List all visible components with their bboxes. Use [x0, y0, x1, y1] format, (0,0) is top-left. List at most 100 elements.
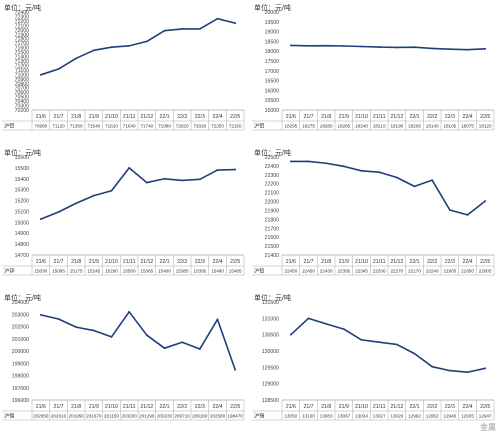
- data-point: [484, 47, 487, 50]
- data-point: [413, 352, 416, 355]
- data-value-label: 15095: [52, 269, 65, 274]
- x-tick-label: 21/12: [140, 404, 153, 410]
- y-tick-label: 15000: [15, 220, 30, 226]
- y-tick-label: 70500: [15, 95, 30, 101]
- data-value-label: 22330: [373, 269, 386, 274]
- x-tick-label: 22/3: [445, 404, 455, 410]
- y-tick-label: 197000: [12, 386, 29, 392]
- data-point: [395, 46, 398, 49]
- y-tick-label: 130000: [262, 349, 279, 355]
- x-tick-label: 22/1: [159, 259, 169, 265]
- data-point: [395, 343, 398, 346]
- data-point: [128, 166, 131, 169]
- x-tick-label: 21/10: [105, 114, 118, 120]
- data-value-label: 12992: [408, 414, 421, 419]
- data-point: [75, 57, 78, 60]
- unit-label: 单位：元/吨: [4, 295, 41, 302]
- y-tick-label: 71400: [15, 55, 30, 61]
- y-tick-label: 129000: [262, 382, 279, 388]
- x-tick-label: 21/10: [355, 259, 368, 265]
- x-tick-label: 22/4: [462, 259, 472, 265]
- x-tick-label: 21/7: [303, 404, 313, 410]
- x-tick-label: 21/6: [286, 404, 296, 410]
- y-tick-label: 15000: [265, 108, 280, 114]
- data-value-label: 70990: [34, 124, 47, 129]
- y-tick-label: 71900: [15, 32, 30, 38]
- data-point: [360, 45, 363, 48]
- unit-label: 单位：元/吨: [254, 5, 291, 12]
- y-tick-label: 71600: [15, 46, 30, 52]
- x-tick-label: 21/10: [355, 114, 368, 120]
- y-tick-label: 202000: [12, 325, 29, 331]
- data-point: [92, 49, 95, 52]
- data-point: [466, 48, 469, 51]
- series-label: 沪铝: [254, 122, 264, 130]
- y-tick-label: 22000: [265, 200, 280, 206]
- data-value-label: 71120: [52, 124, 65, 129]
- data-value-label: 72020: [193, 124, 206, 129]
- data-point: [163, 177, 166, 180]
- data-value-label: 201290: [139, 414, 155, 419]
- data-value-label: 18140: [426, 124, 439, 129]
- x-tick-label: 22/2: [427, 404, 437, 410]
- watermark: 金属: [480, 423, 496, 432]
- data-value-label: 22005: [479, 269, 492, 274]
- data-point: [216, 318, 219, 321]
- x-tick-label: 22/5: [480, 259, 490, 265]
- y-tick-label: 70700: [15, 86, 30, 92]
- data-point: [234, 368, 237, 371]
- y-tick-label: 19500: [265, 20, 280, 26]
- x-tick-label: 22/1: [409, 114, 419, 120]
- data-point: [289, 333, 292, 336]
- x-tick-label: 21/6: [36, 114, 46, 120]
- x-tick-label: 21/9: [339, 114, 349, 120]
- data-point: [198, 28, 201, 30]
- y-tick-label: 70400: [15, 99, 30, 105]
- data-value-label: 13083: [320, 414, 333, 419]
- data-point: [234, 168, 237, 171]
- data-point: [342, 328, 345, 331]
- data-value-label: 22450: [284, 269, 297, 274]
- y-tick-label: 21900: [265, 208, 280, 214]
- data-value-label: 15385: [176, 269, 189, 274]
- data-value-label: 12935: [461, 414, 474, 419]
- x-tick-label: 21/10: [355, 404, 368, 410]
- y-tick-label: 15100: [15, 209, 30, 215]
- y-tick-label: 203000: [12, 312, 29, 318]
- data-point: [466, 371, 469, 374]
- data-point: [181, 28, 184, 30]
- data-point: [198, 178, 201, 181]
- data-value-label: 71740: [140, 124, 153, 129]
- y-tick-label: 17500: [265, 59, 280, 65]
- x-tick-label: 22/2: [177, 404, 187, 410]
- data-value-label: 18240: [355, 124, 368, 129]
- y-tick-label: 22100: [265, 191, 280, 197]
- y-tick-label: 22300: [265, 173, 280, 179]
- x-tick-label: 21/10: [105, 404, 118, 410]
- x-tick-label: 21/11: [123, 259, 136, 265]
- chart-panel-lead: 21400 21500 21600 21700 21800 21900 22000 22100…: [250, 145, 500, 290]
- series-line: [290, 44, 486, 51]
- data-point: [145, 334, 148, 337]
- x-tick-label: 22/5: [230, 259, 240, 265]
- data-point: [413, 185, 416, 188]
- y-tick-label: 198000: [12, 374, 29, 380]
- data-value-label: 18190: [390, 124, 403, 129]
- y-tick-label: 15200: [15, 199, 30, 205]
- data-value-label: 13020: [390, 414, 403, 419]
- data-value-label: 202610: [51, 414, 67, 419]
- unit-label: 单位：元/吨: [254, 150, 291, 157]
- data-value-label: 13100: [302, 414, 315, 419]
- x-tick-label: 21/7: [53, 404, 63, 410]
- x-tick-label: 22/3: [195, 259, 205, 265]
- y-tick-label: 72200: [15, 19, 30, 25]
- x-tick-label: 21/12: [140, 259, 153, 265]
- y-tick-label: 15300: [15, 188, 30, 194]
- data-point: [92, 329, 95, 332]
- data-point: [110, 189, 113, 192]
- y-tick-label: 71800: [15, 37, 30, 43]
- data-value-label: 15245: [87, 269, 100, 274]
- x-tick-label: 21/6: [36, 404, 46, 410]
- series-line: [40, 167, 236, 220]
- line-chart-svg: 14700 14800 14900 15000 15100 15200 15300 15400…: [2, 155, 245, 276]
